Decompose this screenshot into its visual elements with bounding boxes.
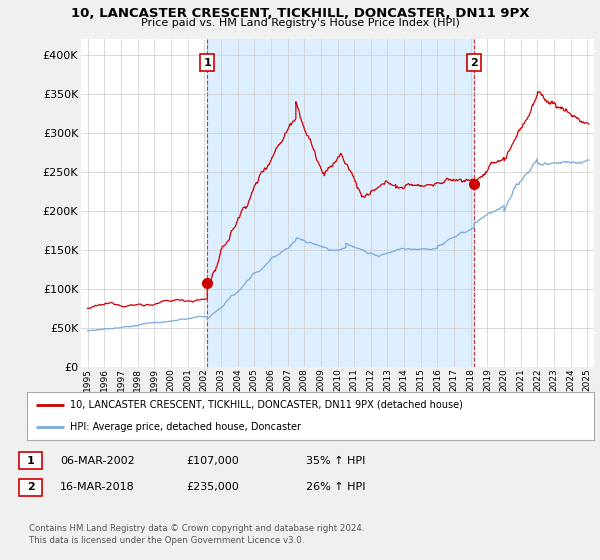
Text: 10, LANCASTER CRESCENT, TICKHILL, DONCASTER, DN11 9PX: 10, LANCASTER CRESCENT, TICKHILL, DONCAS… — [71, 7, 529, 20]
Text: Contains HM Land Registry data © Crown copyright and database right 2024.
This d: Contains HM Land Registry data © Crown c… — [29, 524, 364, 545]
Text: 10, LANCASTER CRESCENT, TICKHILL, DONCASTER, DN11 9PX (detached house): 10, LANCASTER CRESCENT, TICKHILL, DONCAS… — [70, 400, 463, 410]
Text: 1: 1 — [27, 456, 34, 466]
Text: 2: 2 — [27, 482, 34, 492]
Text: 35% ↑ HPI: 35% ↑ HPI — [306, 456, 365, 466]
Text: 06-MAR-2002: 06-MAR-2002 — [60, 456, 135, 466]
Text: Price paid vs. HM Land Registry's House Price Index (HPI): Price paid vs. HM Land Registry's House … — [140, 18, 460, 29]
Text: £235,000: £235,000 — [186, 482, 239, 492]
Bar — [207, 39, 474, 367]
Text: 2: 2 — [470, 58, 478, 68]
Text: £107,000: £107,000 — [186, 456, 239, 466]
Text: 1: 1 — [203, 58, 211, 68]
Text: 26% ↑ HPI: 26% ↑ HPI — [306, 482, 365, 492]
Text: 16-MAR-2018: 16-MAR-2018 — [60, 482, 135, 492]
Text: HPI: Average price, detached house, Doncaster: HPI: Average price, detached house, Donc… — [70, 422, 301, 432]
